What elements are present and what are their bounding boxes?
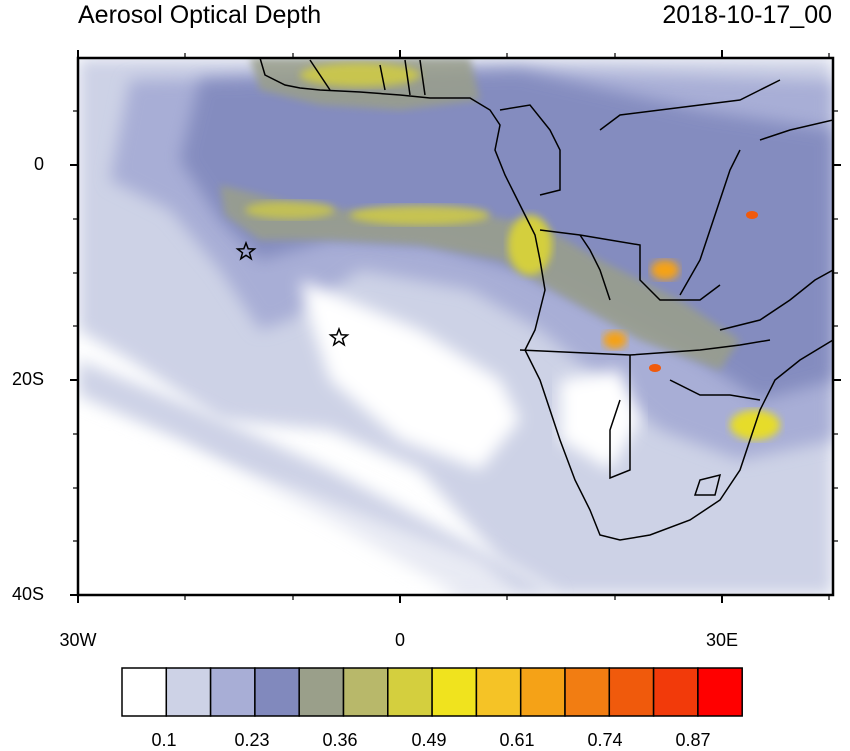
aod-core-offshore: [245, 201, 335, 219]
aod-core-plume: [350, 205, 490, 225]
x-tick-label-30e: 30E: [705, 630, 739, 650]
colorbar: [121, 667, 743, 717]
aod-field: [78, 58, 833, 595]
y-tick-label-40s: 40S: [11, 584, 44, 604]
map-title: Aerosol Optical Depth: [78, 1, 322, 29]
star-marker-2: [328, 326, 350, 347]
colorbar-label-7: 0.87: [675, 730, 711, 750]
colorbar-swatch: [165, 667, 212, 717]
aod-plume-olive: [220, 185, 740, 370]
colorbar-swatch: [209, 667, 256, 717]
star-marker-1: [235, 240, 257, 261]
map-timestamp: 2018-10-17_00: [662, 1, 832, 29]
colorbar-label-2: 0.23: [234, 730, 270, 750]
coastlines: [259, 58, 833, 541]
colorbar-swatch: [387, 667, 433, 717]
colorbar-label-3: 0.36: [322, 730, 358, 750]
aod-hotspot-4: [746, 211, 758, 219]
x-tick-label-30w: 30W: [59, 630, 97, 650]
clean-land-area: [560, 370, 640, 470]
colorbar-swatch: [431, 667, 478, 717]
colorbar-swatch: [121, 667, 168, 717]
colorbar-swatch: [342, 667, 389, 717]
clean-streaks: [78, 420, 520, 595]
aod-hotspot-2: [603, 331, 627, 349]
colorbar-swatch: [564, 667, 611, 717]
station-markers: [235, 240, 350, 347]
aod-low-band-south: [78, 360, 560, 595]
colorbar-label-6: 0.74: [587, 730, 623, 750]
y-tick-label-0: 0: [33, 154, 44, 174]
clean-ocean-area: [300, 280, 520, 470]
colorbar-label-1: 0.1: [151, 730, 177, 750]
colorbar-swatch: [475, 667, 522, 717]
aod-hotspot-3: [649, 364, 661, 372]
colorbar-swatch: [298, 667, 345, 717]
colorbar-swatch: [519, 667, 566, 717]
aod-core-gulf: [300, 63, 420, 87]
colorbar-label-4: 0.49: [411, 730, 447, 750]
plot-frame: [70, 50, 841, 603]
colorbar-swatch: [697, 667, 743, 717]
colorbar-swatch: [254, 667, 300, 717]
x-tick-label-0: 0: [394, 630, 405, 650]
y-tick-label-20s: 20S: [11, 369, 44, 389]
colorbar-label-5: 0.61: [499, 730, 535, 750]
colorbar-swatch: [652, 667, 699, 717]
colorbar-swatch: [608, 667, 655, 717]
aod-hotspot-1: [651, 260, 679, 280]
